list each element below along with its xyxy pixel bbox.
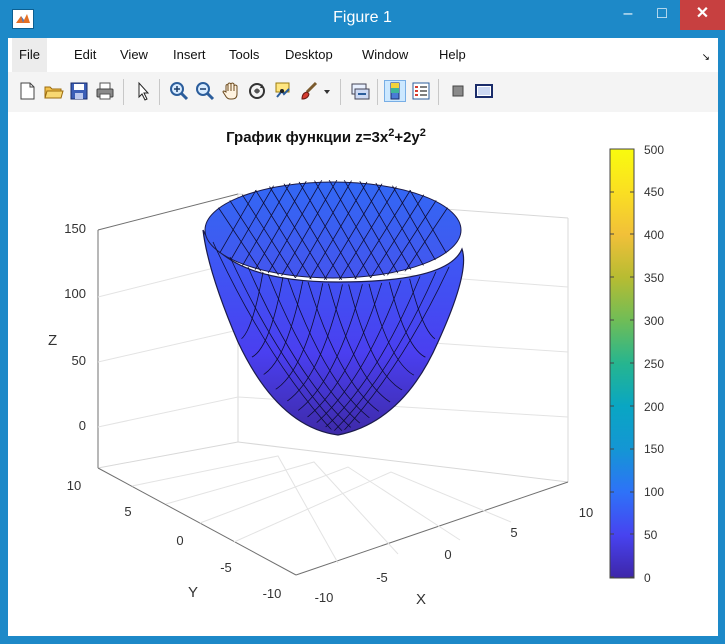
- maximize-button[interactable]: □: [657, 5, 667, 22]
- y-tick-label: 5: [124, 504, 131, 519]
- x-axis-label: X: [416, 591, 426, 608]
- x-tick-label: 0: [444, 547, 451, 562]
- zoom-out-icon[interactable]: [194, 80, 216, 102]
- menu-help[interactable]: Help: [439, 47, 466, 62]
- z-tick-label: 100: [64, 286, 86, 301]
- surface-plot[interactable]: График функции z=3x2+2y2 150 100 50 0 Z …: [8, 112, 718, 636]
- toolbar-separator: [377, 79, 378, 105]
- y-tick-label: -5: [220, 560, 232, 575]
- brush-icon[interactable]: [298, 80, 320, 102]
- menu-window[interactable]: Window: [362, 47, 409, 62]
- menu-insert[interactable]: Insert: [173, 47, 206, 62]
- colorbar-tick-label: 450: [644, 185, 664, 199]
- y-tick-label: 0: [176, 533, 183, 548]
- y-axis-label: Y: [188, 584, 198, 601]
- zoom-in-icon[interactable]: [168, 80, 190, 102]
- close-button[interactable]: ✕: [680, 0, 725, 30]
- toolbar: [8, 72, 718, 113]
- z-axis-label: Z: [48, 332, 57, 349]
- y-tick-label: -10: [263, 586, 282, 601]
- pan-hand-icon[interactable]: [220, 80, 242, 102]
- plot-title: График функции z=3x2+2y2: [226, 127, 426, 146]
- colorbar-tick-label: 0: [644, 571, 651, 585]
- new-figure-icon[interactable]: [16, 80, 38, 102]
- print-icon[interactable]: [94, 80, 116, 102]
- brush-dropdown-icon[interactable]: [321, 80, 333, 102]
- hide-tools-icon[interactable]: [447, 80, 469, 102]
- colorbar-tick-label: 150: [644, 442, 664, 456]
- window-title: Figure 1: [333, 9, 392, 26]
- legend-icon[interactable]: [410, 80, 432, 102]
- colorbar-tick-label: 200: [644, 400, 664, 414]
- colorbar-tick-label: 500: [644, 143, 664, 157]
- menu-view[interactable]: View: [120, 47, 148, 62]
- x-tick-label: -5: [376, 570, 388, 585]
- surface-bowl: [202, 180, 465, 436]
- z-tick-label: 50: [72, 353, 86, 368]
- rotate-3d-icon[interactable]: [246, 80, 268, 102]
- colorbar-tick-label: 100: [644, 485, 664, 499]
- z-tick-label: 150: [64, 221, 86, 236]
- title-bar[interactable]: Figure 1 – □ ✕: [0, 0, 725, 38]
- x-tick-label: 10: [579, 505, 593, 520]
- menu-desktop[interactable]: Desktop: [285, 47, 333, 62]
- menu-bar: File Edit View Insert Tools Desktop Wind…: [8, 38, 718, 73]
- toolbar-separator: [340, 79, 341, 105]
- x-tick-label: -10: [315, 590, 334, 605]
- x-tick-label: 5: [510, 525, 517, 540]
- toolbar-separator: [123, 79, 124, 105]
- z-tick-label: 0: [79, 418, 86, 433]
- menu-tools[interactable]: Tools: [229, 47, 260, 62]
- link-plot-icon[interactable]: [349, 80, 371, 102]
- show-tools-icon[interactable]: [473, 80, 495, 102]
- matlab-icon[interactable]: [12, 9, 34, 29]
- colorbar-icon[interactable]: [384, 80, 406, 102]
- menu-overflow-icon[interactable]: ↘: [701, 52, 710, 63]
- y-tick-label: 10: [67, 478, 81, 493]
- colorbar-tick-label: 250: [644, 357, 664, 371]
- colorbar-tick-label: 350: [644, 271, 664, 285]
- save-icon[interactable]: [68, 80, 90, 102]
- colorbar: 0 50 100 150 200 250 300 350 400 450 500: [609, 143, 664, 585]
- data-cursor-icon[interactable]: [272, 80, 294, 102]
- colorbar-tick-label: 400: [644, 228, 664, 242]
- open-file-icon[interactable]: [42, 80, 64, 102]
- toolbar-separator: [159, 79, 160, 105]
- minimize-button[interactable]: –: [623, 5, 633, 22]
- menu-file[interactable]: File: [12, 38, 47, 72]
- colorbar-tick-label: 50: [644, 528, 658, 542]
- pointer-icon[interactable]: [132, 80, 154, 102]
- figure-canvas[interactable]: График функции z=3x2+2y2 150 100 50 0 Z …: [8, 112, 718, 636]
- colorbar-tick-label: 300: [644, 314, 664, 328]
- menu-edit[interactable]: Edit: [74, 47, 97, 62]
- toolbar-separator: [438, 79, 439, 105]
